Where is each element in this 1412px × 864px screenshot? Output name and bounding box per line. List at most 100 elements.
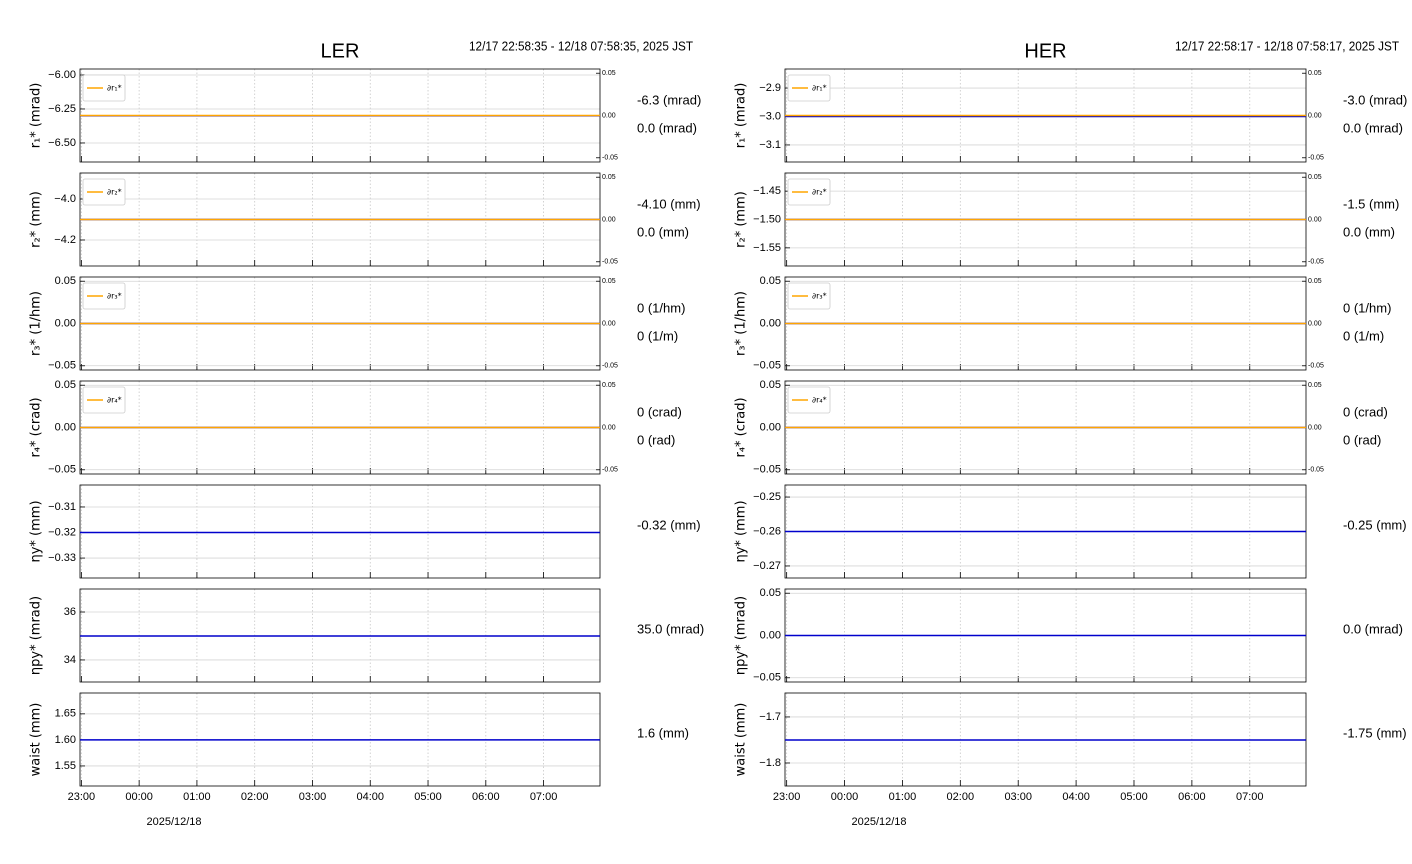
x-tick-label: 05:00 — [1120, 791, 1148, 803]
y-tick-label: −6.25 — [48, 103, 76, 115]
y2-tick-label: 0.05 — [1308, 382, 1322, 389]
y-tick-label: −0.32 — [48, 526, 76, 538]
x-tick-label: 02:00 — [241, 791, 269, 803]
y2-tick-label: -0.05 — [1308, 259, 1324, 266]
y-tick-label: −0.33 — [48, 552, 76, 564]
value-annotation: 0 (1/m) — [637, 328, 678, 343]
x-tick-label: 06:00 — [1178, 791, 1206, 803]
y2-tick-label: 0.05 — [602, 174, 616, 181]
y-axis-label: ηy* (mm) — [29, 500, 44, 562]
y-tick-label: −0.05 — [48, 360, 76, 372]
value-annotation: 35.0 (mrad) — [637, 621, 704, 636]
y-axis-label: ηpy* (mrad) — [29, 596, 44, 675]
y-axis-label: ηy* (mm) — [734, 500, 749, 562]
x-tick-label: 04:00 — [1062, 791, 1090, 803]
value-annotation: -1.5 (mm) — [1343, 196, 1399, 211]
legend-box — [82, 386, 126, 414]
x-tick-label: 00:00 — [125, 791, 153, 803]
y-tick-label: 0.00 — [55, 317, 76, 329]
x-tick-label: 23:00 — [773, 791, 801, 803]
x-tick-label: 01:00 — [183, 791, 211, 803]
chart-title: LER — [321, 40, 360, 62]
legend-box — [82, 282, 126, 310]
y-tick-label: 1.65 — [55, 708, 76, 720]
x-tick-label: 06:00 — [472, 791, 500, 803]
value-annotation: -3.0 (mrad) — [1343, 92, 1407, 107]
value-annotation: 0.0 (mm) — [1343, 224, 1395, 239]
y2-tick-label: 0.05 — [602, 70, 616, 77]
y-tick-label: −0.26 — [753, 525, 781, 537]
time-range: 12/17 22:58:17 - 12/18 07:58:17, 2025 JS… — [1175, 38, 1399, 53]
y2-tick-label: -0.05 — [602, 467, 618, 474]
legend-label: ∂r₂* — [812, 188, 827, 197]
y-tick-label: −1.45 — [753, 185, 781, 197]
legend-box — [787, 178, 831, 206]
x-axis-date: 2025/12/18 — [146, 816, 201, 828]
y2-tick-label: -0.05 — [1308, 467, 1324, 474]
x-tick-label: 04:00 — [356, 791, 384, 803]
y-tick-label: 0.00 — [760, 317, 781, 329]
y-tick-label: 0.05 — [55, 275, 76, 287]
y-tick-label: 1.55 — [55, 760, 76, 772]
value-annotation: 0 (rad) — [637, 432, 675, 447]
value-annotation: 0 (1/m) — [1343, 328, 1384, 343]
y2-tick-label: 0.05 — [1308, 174, 1322, 181]
y2-tick-label: 0.00 — [1308, 424, 1322, 431]
y-tick-label: −4.2 — [54, 234, 76, 246]
y2-tick-label: 0.05 — [602, 278, 616, 285]
y2-tick-label: 0.00 — [1308, 112, 1322, 119]
y-tick-label: 0.00 — [760, 421, 781, 433]
value-annotation: -0.32 (mm) — [637, 517, 701, 532]
x-tick-label: 23:00 — [68, 791, 96, 803]
value-annotation: 0.0 (mrad) — [637, 120, 697, 135]
x-tick-label: 01:00 — [889, 791, 917, 803]
y-axis-label: r₄* (crad) — [734, 397, 749, 457]
panel-frame — [79, 484, 601, 579]
y2-tick-label: -0.05 — [602, 259, 618, 266]
y-axis-label: r₂* (mm) — [29, 191, 44, 248]
y2-tick-label: 0.00 — [1308, 216, 1322, 223]
y-tick-label: 0.05 — [760, 379, 781, 391]
legend-label: ∂r₁* — [107, 84, 122, 93]
y-tick-label: −6.50 — [48, 137, 76, 149]
value-annotation: 0.0 (mrad) — [1343, 621, 1403, 636]
legend-label: ∂r₂* — [107, 188, 122, 197]
value-annotation: 0 (1/hm) — [1343, 300, 1391, 315]
value-annotation: 0.0 (mrad) — [1343, 120, 1403, 135]
y-tick-label: −1.55 — [753, 242, 781, 254]
x-tick-label: 00:00 — [831, 791, 859, 803]
y-axis-label: r₃* (1/hm) — [734, 291, 749, 356]
value-annotation: -0.25 (mm) — [1343, 517, 1407, 532]
y2-tick-label: -0.05 — [1308, 363, 1324, 370]
y-tick-label: −0.05 — [753, 360, 781, 372]
y-axis-label: waist (mm) — [734, 703, 749, 777]
y-tick-label: 0.05 — [760, 587, 781, 599]
value-annotation: -4.10 (mm) — [637, 196, 701, 211]
legend-box — [787, 386, 831, 414]
value-annotation: 1.6 (mm) — [637, 725, 689, 740]
y-tick-label: −1.7 — [759, 711, 781, 723]
y-axis-label: r₃* (1/hm) — [29, 291, 44, 356]
y-axis-label: r₄* (crad) — [29, 397, 44, 457]
y-axis-label: ηpy* (mrad) — [734, 596, 749, 675]
y-tick-label: 0.00 — [55, 421, 76, 433]
time-range: 12/17 22:58:35 - 12/18 07:58:35, 2025 JS… — [469, 38, 693, 53]
x-tick-label: 07:00 — [530, 791, 558, 803]
legend-box — [82, 74, 126, 102]
y2-tick-label: 0.00 — [602, 424, 616, 431]
value-annotation: 0 (1/hm) — [637, 300, 685, 315]
value-annotation: -6.3 (mrad) — [637, 92, 701, 107]
value-annotation: 0 (crad) — [1343, 404, 1388, 419]
legend-box — [82, 178, 126, 206]
y-tick-label: −0.05 — [753, 672, 781, 684]
chart-title: HER — [1024, 40, 1066, 62]
y-tick-label: −0.25 — [753, 491, 781, 503]
y2-tick-label: 0.05 — [602, 382, 616, 389]
legend-label: ∂r₄* — [812, 396, 827, 405]
x-tick-label: 03:00 — [299, 791, 327, 803]
y-tick-label: 0.05 — [55, 379, 76, 391]
x-tick-label: 02:00 — [947, 791, 975, 803]
x-axis-date: 2025/12/18 — [851, 816, 906, 828]
y-axis-label: waist (mm) — [29, 703, 44, 777]
